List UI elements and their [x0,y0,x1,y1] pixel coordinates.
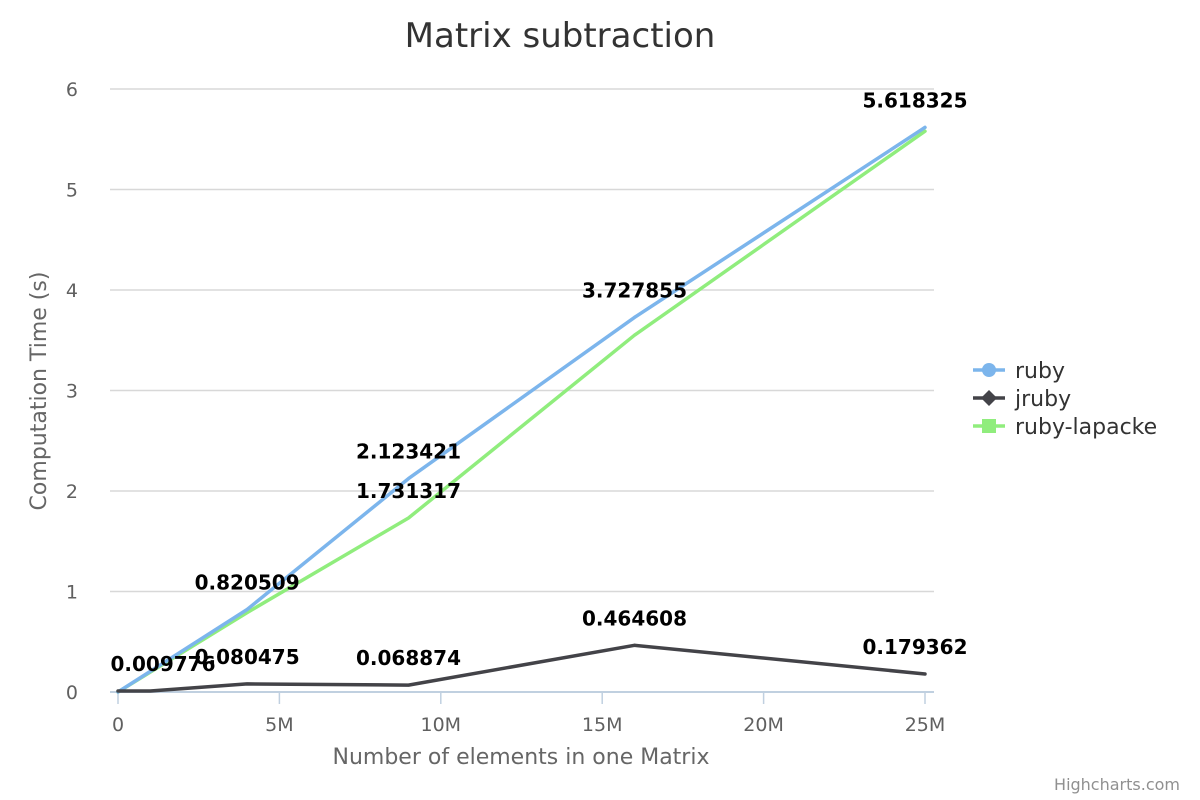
data-label-ruby-lapacke: 1.731317 [356,479,461,503]
data-label-ruby: 0.820509 [195,571,300,595]
data-label-ruby: 5.618325 [862,88,967,112]
x-tick-label: 25M [905,714,946,736]
y-tick-label: 1 [66,582,78,604]
y-tick-label: 3 [66,381,78,403]
legend: ruby jruby ruby-lapacke [973,359,1157,440]
series-line-ruby [116,125,927,694]
data-label-ruby: 2.123421 [356,440,461,464]
y-tick-label: 5 [66,180,78,202]
x-axis-ticks: 0 5M 10M 15M 20M 25M [112,692,945,736]
grid-lines [110,88,934,593]
y-tick-label: 0 [66,682,78,704]
credits-link[interactable]: Highcharts.com [1054,775,1180,794]
chart-title: Matrix subtraction [405,16,716,56]
legend-marker-square-icon[interactable] [982,419,996,433]
y-axis-title: Computation Time (s) [27,272,52,511]
x-tick-label: 15M [582,714,623,736]
y-tick-label: 2 [66,481,78,503]
data-label-jruby: 0.080475 [195,645,300,669]
legend-label-ruby[interactable]: ruby [1015,359,1065,384]
series-line-ruby-lapacke [116,129,927,694]
data-label-jruby: 0.068874 [356,646,461,670]
x-tick-label: 0 [112,714,124,736]
x-tick-label: 10M [421,714,462,736]
y-tick-label: 6 [66,79,78,101]
legend-label-jruby[interactable]: jruby [1014,387,1071,412]
x-axis-title: Number of elements in one Matrix [333,745,710,770]
series-lines [116,125,927,694]
data-label-jruby: 0.009776 [110,652,215,676]
legend-label-ruby-lapacke[interactable]: ruby-lapacke [1015,415,1157,440]
data-labels: 0.820509 2.123421 3.727855 5.618325 0.009776… [110,88,967,676]
series-line-jruby [116,643,927,693]
x-tick-label: 5M [265,714,293,736]
legend-marker-diamond-icon[interactable] [981,390,997,406]
data-label-jruby: 0.179362 [862,635,967,659]
data-label-ruby: 3.727855 [582,278,687,302]
x-tick-label: 20M [743,714,784,736]
legend-marker-circle-icon[interactable] [982,363,996,377]
data-label-jruby: 0.464608 [582,606,687,630]
y-axis-ticks: 0 1 2 3 4 5 6 [66,79,78,704]
y-tick-label: 4 [66,280,78,302]
